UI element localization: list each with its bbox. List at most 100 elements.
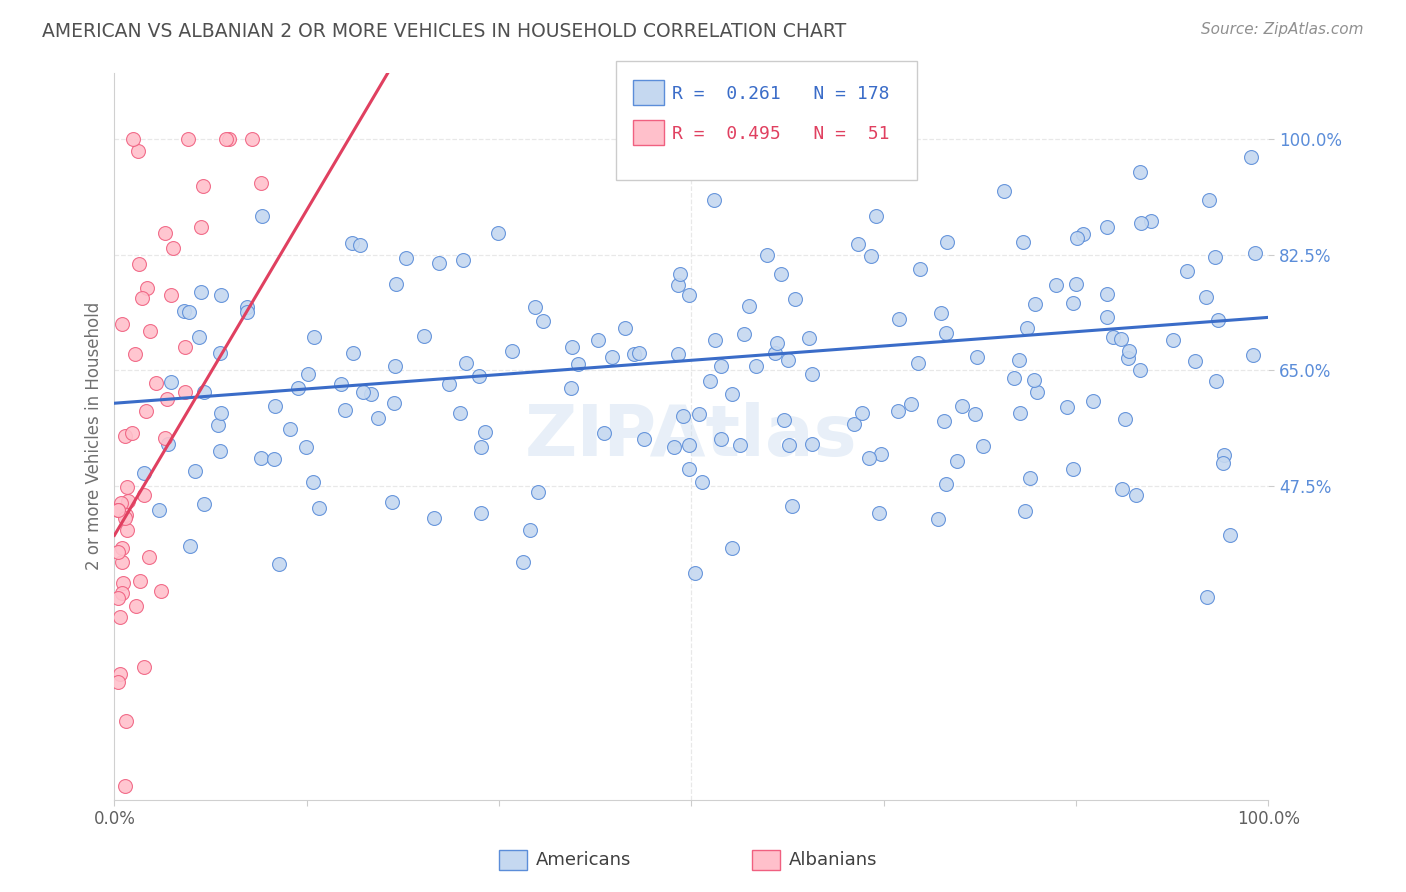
- Point: [720, 387, 742, 401]
- Point: [623, 347, 645, 361]
- Point: [1125, 488, 1147, 502]
- Point: [122, 132, 145, 146]
- Point: [1219, 528, 1241, 542]
- Point: [669, 268, 692, 282]
- Point: [159, 288, 181, 302]
- Point: [666, 278, 689, 293]
- Point: [1102, 330, 1125, 344]
- Point: [114, 511, 136, 525]
- Point: [114, 780, 136, 794]
- Point: [208, 443, 231, 458]
- Point: [1241, 348, 1264, 362]
- Point: [468, 368, 491, 383]
- Point: [155, 226, 177, 240]
- Text: Source: ZipAtlas.com: Source: ZipAtlas.com: [1201, 22, 1364, 37]
- Point: [704, 333, 727, 347]
- Point: [139, 324, 162, 338]
- Point: [1011, 235, 1033, 249]
- Point: [858, 451, 880, 466]
- Point: [1129, 363, 1152, 377]
- Point: [1197, 590, 1219, 604]
- Point: [330, 376, 353, 391]
- Point: [763, 346, 786, 360]
- Point: [900, 397, 922, 411]
- Point: [1025, 384, 1047, 399]
- Point: [1175, 264, 1198, 278]
- Point: [125, 599, 148, 614]
- Point: [586, 333, 609, 347]
- Point: [108, 666, 131, 681]
- Point: [111, 555, 134, 569]
- Point: [112, 576, 135, 591]
- Point: [770, 267, 793, 281]
- Point: [935, 477, 957, 491]
- Point: [153, 431, 176, 445]
- Point: [134, 488, 156, 502]
- Point: [287, 381, 309, 395]
- Point: [1243, 246, 1265, 260]
- Point: [972, 439, 994, 453]
- Point: [110, 585, 132, 599]
- Point: [179, 539, 201, 553]
- Point: [688, 408, 710, 422]
- Point: [932, 414, 955, 428]
- Point: [427, 255, 450, 269]
- Point: [395, 251, 418, 265]
- Text: Americans: Americans: [536, 851, 631, 869]
- Point: [1212, 449, 1234, 463]
- Point: [250, 451, 273, 466]
- Point: [124, 347, 146, 361]
- Point: [250, 176, 273, 190]
- Point: [449, 406, 471, 420]
- Point: [128, 574, 150, 588]
- Point: [136, 281, 159, 295]
- Point: [115, 523, 138, 537]
- Point: [131, 291, 153, 305]
- Point: [614, 321, 637, 335]
- Point: [1205, 374, 1227, 388]
- Point: [294, 440, 316, 454]
- Point: [907, 356, 929, 370]
- Point: [633, 432, 655, 446]
- Point: [183, 464, 205, 478]
- Point: [870, 447, 893, 461]
- Point: [177, 132, 200, 146]
- Point: [207, 418, 229, 433]
- Point: [280, 422, 302, 436]
- Point: [908, 262, 931, 277]
- Point: [413, 328, 436, 343]
- Point: [672, 409, 695, 423]
- Point: [107, 675, 129, 690]
- Point: [600, 350, 623, 364]
- Text: Albanians: Albanians: [789, 851, 877, 869]
- Point: [107, 502, 129, 516]
- Point: [121, 425, 143, 440]
- Point: [778, 438, 800, 452]
- Point: [946, 454, 969, 468]
- Point: [1184, 353, 1206, 368]
- Point: [966, 350, 988, 364]
- Text: R =  0.495   N =  51: R = 0.495 N = 51: [672, 125, 890, 143]
- Point: [1014, 503, 1036, 517]
- Point: [107, 503, 129, 517]
- Point: [159, 375, 181, 389]
- Point: [173, 304, 195, 318]
- Point: [215, 132, 238, 146]
- Point: [523, 300, 546, 314]
- Point: [678, 462, 700, 476]
- Point: [162, 241, 184, 255]
- Point: [1129, 164, 1152, 178]
- Point: [1008, 352, 1031, 367]
- Point: [302, 475, 325, 489]
- Point: [950, 399, 973, 413]
- Point: [115, 480, 138, 494]
- Point: [264, 399, 287, 413]
- Point: [174, 340, 197, 354]
- Point: [349, 238, 371, 252]
- Point: [117, 493, 139, 508]
- Point: [107, 591, 129, 605]
- Point: [236, 305, 259, 319]
- Text: R =  0.261   N = 178: R = 0.261 N = 178: [672, 85, 890, 103]
- Point: [267, 558, 290, 572]
- Point: [710, 359, 733, 373]
